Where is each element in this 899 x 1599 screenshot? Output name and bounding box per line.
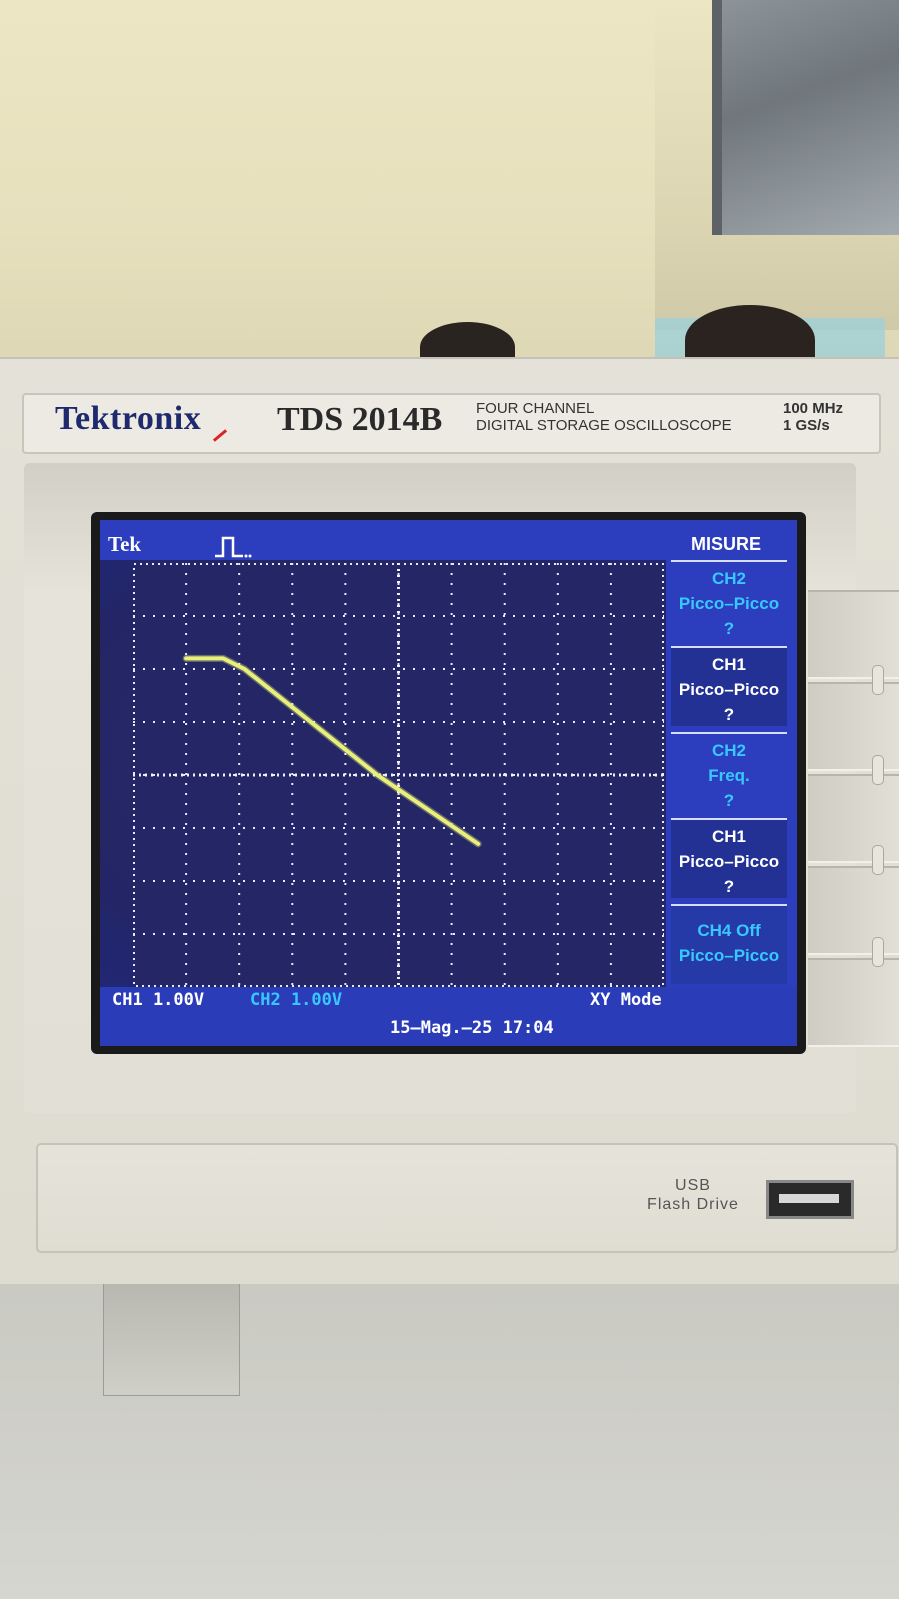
- specs: 100 MHz 1 GS/s: [783, 400, 843, 434]
- menu-item-line: ?: [723, 791, 735, 810]
- graticule: [133, 563, 664, 987]
- menu-item-line: ?: [723, 619, 735, 638]
- menu-title: MISURE: [690, 534, 761, 554]
- model-name: TDS 2014B: [277, 401, 443, 438]
- menu-item-line: Picco–Picco: [678, 594, 780, 613]
- menu-item-ch2-peak[interactable]: CH2 Picco–Picco ?: [671, 560, 787, 640]
- display-screen: Tek MISURE CH2 Picco–Picco ? CH1 Picco–P…: [100, 520, 797, 1046]
- usb-label: USB Flash Drive: [638, 1176, 748, 1214]
- menu-item-line: CH1: [711, 827, 746, 846]
- ch2-scale: CH2 1.00V: [250, 990, 343, 1010]
- menu-button-1[interactable]: [808, 590, 899, 679]
- lower-panel: [36, 1143, 898, 1253]
- button-edge: [872, 937, 884, 967]
- button-edge: [872, 665, 884, 695]
- menu-button-3[interactable]: [808, 774, 899, 863]
- button-edge: [872, 755, 884, 785]
- graticule-svg: [133, 563, 664, 987]
- description-line: FOUR CHANNEL: [476, 400, 595, 417]
- menu-button-4[interactable]: [808, 866, 899, 955]
- model-description: FOUR CHANNEL DIGITAL STORAGE OSCILLOSCOP…: [476, 400, 732, 434]
- menu-item-line: CH1: [711, 655, 746, 674]
- trigger-icon: [215, 536, 252, 558]
- description-line: DIGITAL STORAGE OSCILLOSCOPE: [476, 417, 732, 434]
- usb-port-contact: [779, 1194, 839, 1203]
- usb-label-line: USB: [675, 1177, 711, 1194]
- scope-foot: [103, 1282, 240, 1396]
- menu-item-line: Picco–Picco: [678, 852, 780, 871]
- tek-logo: Tek: [108, 532, 142, 556]
- button-edge: [872, 845, 884, 875]
- menu-button-2[interactable]: [808, 682, 899, 771]
- background-window: [712, 0, 899, 235]
- menu-item-line: CH4 Off: [697, 921, 761, 940]
- menu-item-ch4-off[interactable]: CH4 Off Picco–Picco: [671, 904, 787, 984]
- brand-logo: Tektronix: [55, 400, 202, 437]
- menu-item-ch2-freq[interactable]: CH2 Freq. ?: [671, 732, 787, 812]
- usb-label-line: Flash Drive: [647, 1196, 739, 1213]
- xy-mode-label: XY Mode: [590, 990, 662, 1010]
- menu-item-line: Picco–Picco: [678, 946, 780, 965]
- menu-item-line: CH2: [711, 569, 746, 588]
- menu-item-line: Picco–Picco: [678, 680, 780, 699]
- menu-item-line: Freq.: [708, 766, 750, 785]
- sample-rate: 1 GS/s: [783, 417, 830, 434]
- menu-button-5[interactable]: [808, 958, 899, 1047]
- timestamp: 15–Mag.–25 17:04: [390, 1018, 554, 1038]
- ch1-scale: CH1 1.00V: [112, 990, 205, 1010]
- menu-item-line: ?: [723, 705, 735, 724]
- status-bar: [100, 987, 797, 1046]
- label-strip: [22, 393, 881, 454]
- menu-item-line: ?: [723, 877, 735, 896]
- menu-item-ch1-peak-2[interactable]: CH1 Picco–Picco ?: [671, 818, 787, 898]
- menu-item-ch1-peak[interactable]: CH1 Picco–Picco ?: [671, 646, 787, 726]
- usb-port[interactable]: [766, 1180, 854, 1219]
- menu-item-line: CH2: [711, 741, 746, 760]
- xy-trace: [184, 656, 481, 846]
- bandwidth: 100 MHz: [783, 400, 844, 417]
